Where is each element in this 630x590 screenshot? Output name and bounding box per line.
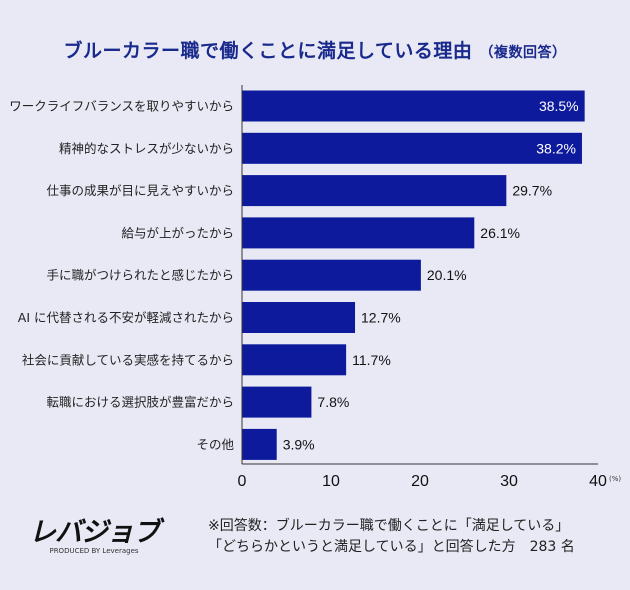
x-tick-label: 10 (322, 473, 340, 490)
chart-title: ブルーカラー職で働くことに満足している理由 （複数回答） (0, 36, 630, 63)
x-tick-label: 40 (589, 473, 607, 490)
bar (242, 175, 507, 207)
category-label: 転職における選択肢が豊富だから (46, 395, 234, 410)
data-label: 20.1% (427, 267, 467, 283)
title-main: ブルーカラー職で働くことに満足している理由 (63, 40, 473, 62)
footnote-line-2: 「どちらかというと満足している」と回答した方 283 名 (208, 539, 575, 555)
data-label: 7.8% (317, 394, 349, 410)
data-label: 26.1% (480, 225, 520, 241)
x-tick-label: 0 (238, 473, 247, 490)
bar (242, 386, 312, 418)
category-label: 手に職がつけられたと感じたから (46, 268, 234, 283)
category-label: その他 (196, 437, 234, 452)
category-label: ワークライフバランスを取りやすいから (9, 99, 234, 114)
bar (242, 259, 421, 291)
data-label: 29.7% (512, 183, 552, 199)
bar (242, 132, 582, 164)
data-label: 12.7% (361, 310, 401, 326)
x-tick-label: 30 (500, 473, 518, 490)
category-label: 給与が上がったから (121, 225, 234, 240)
bar (242, 344, 347, 376)
logo-byline: PRODUCED BY Leverages (49, 547, 139, 555)
x-unit-label: (%) (609, 475, 621, 483)
category-label: AI に代替される不安が軽減されたから (18, 310, 234, 325)
bar (242, 90, 585, 122)
data-label: 3.9% (283, 436, 315, 452)
data-label: 11.7% (352, 352, 391, 368)
category-label: 精神的なストレスが少ないから (59, 141, 234, 156)
category-label: 仕事の成果が目に見えやすいから (46, 183, 234, 198)
footnote-line-1: ※回答数：ブルーカラー職で働くことに「満足している」 (208, 518, 570, 534)
category-label: 社会に貢献している実感を持てるから (22, 352, 234, 367)
bar (242, 302, 356, 333)
logo-text: レバジョブ (29, 517, 160, 548)
bar (242, 217, 475, 249)
data-label: 38.5% (539, 98, 579, 114)
footnote: ※回答数：ブルーカラー職で働くことに「満足している」 「どちらかというと満足して… (208, 516, 575, 558)
logo: レバジョブ PRODUCED BY Leverages (24, 510, 164, 555)
data-label: 38.2% (536, 140, 576, 156)
title-subtitle: （複数回答） (479, 45, 567, 61)
bar-chart: ワークライフバランスを取りやすいから 38.5% 精神的なストレスが少ないから 38.… (9, 85, 621, 490)
bar (242, 428, 277, 460)
x-tick-label: 20 (411, 473, 429, 490)
